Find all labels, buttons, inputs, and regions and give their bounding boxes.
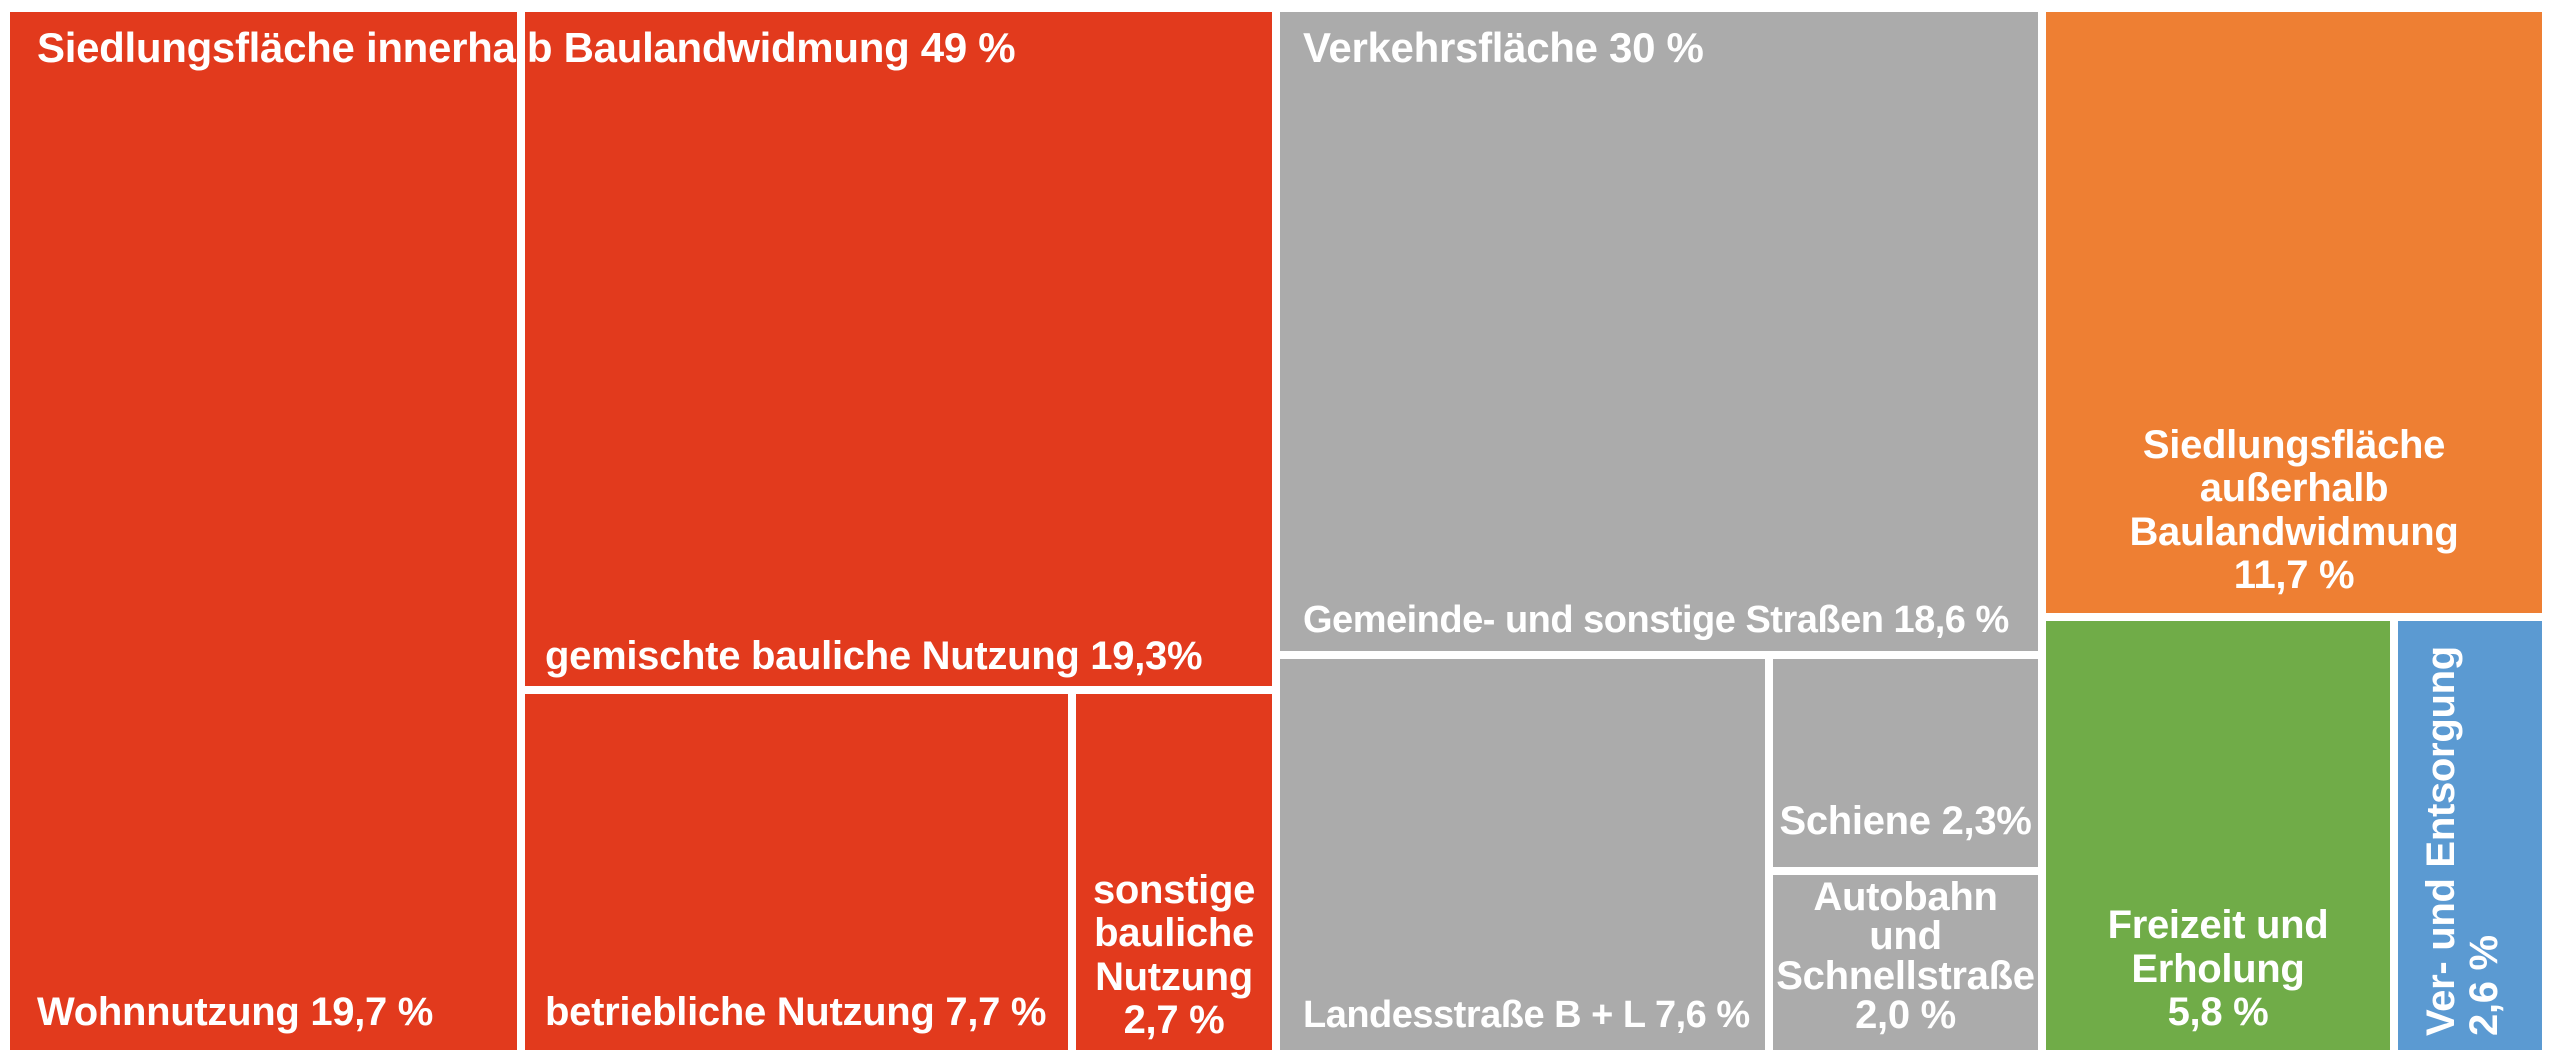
tile-freizeit-und-erholung: Freizeit und Erholung 5,8 % bbox=[2046, 621, 2390, 1050]
tile-label-schiene: Schiene 2,3% bbox=[1779, 798, 2032, 843]
tile-autobahn-und-schnellstrasse: Autobahn und Schnellstraße 2,0 % bbox=[1773, 875, 2038, 1050]
tile-ver-und-entsorgung: Ver- und Entsorgung 2,6 % bbox=[2398, 621, 2542, 1050]
tile-schiene: Schiene 2,3% bbox=[1773, 659, 2038, 867]
tile-value: 5,8 % bbox=[2167, 989, 2269, 1034]
tile-label-siedlungsflaeche-ausserhalb: Siedlungsfläche außerhalb Baulandwidmung… bbox=[2054, 424, 2534, 597]
tile-value: 2,0 % bbox=[1855, 993, 1956, 1038]
tile-name: Siedlungsfläche außerhalb Baulandwidmung bbox=[2129, 423, 2459, 554]
tile-name: sonstige bauliche Nutzung bbox=[1092, 868, 1256, 999]
tile-betriebliche-nutzung: betriebliche Nutzung 7,7 % bbox=[525, 694, 1068, 1050]
tile-landesstrasse-b-l: Landesstraße B + L 7,6 % bbox=[1280, 659, 1765, 1050]
tile-value: 2,7 % bbox=[1123, 997, 1225, 1042]
tile-value: 11,7 % bbox=[2233, 552, 2355, 597]
tile-name: Ver- und Entsorgung bbox=[2419, 646, 2463, 1036]
tile-name: Freizeit und Erholung bbox=[2107, 903, 2329, 991]
tile-label-sonstige-bauliche-nutzung: sonstige bauliche Nutzung 2,7 % bbox=[1078, 869, 1270, 1042]
tile-value: 2,6 % bbox=[2462, 935, 2507, 1036]
tile-siedlungsflaeche-ausserhalb-baulandwidmung: Siedlungsfläche außerhalb Baulandwidmung… bbox=[2046, 12, 2542, 613]
tile-label-gemischte-bauliche-nutzung: gemischte bauliche Nutzung 19,3% bbox=[545, 633, 1203, 678]
tile-label-gemeinde-und-sonstige-strassen: Gemeinde- und sonstige Straßen 18,6 % bbox=[1303, 598, 2009, 641]
tile-gemeinde-und-sonstige-strassen: Gemeinde- und sonstige Straßen 18,6 % bbox=[1280, 12, 2038, 651]
tile-label-betriebliche-nutzung: betriebliche Nutzung 7,7 % bbox=[545, 989, 1047, 1034]
tile-gemischte-bauliche-nutzung: gemischte bauliche Nutzung 19,3% bbox=[525, 12, 1272, 686]
tile-label-ver-und-entsorgung-rotated: Ver- und Entsorgung 2,6 % bbox=[2398, 621, 2542, 1050]
tile-label-landesstrasse-b-l: Landesstraße B + L 7,6 % bbox=[1303, 993, 1750, 1036]
tile-wohnnutzung: Wohnnutzung 19,7 % bbox=[10, 12, 517, 1050]
tile-label-freizeit-und-erholung: Freizeit und Erholung 5,8 % bbox=[2050, 904, 2386, 1034]
tile-name: Autobahn und Schnellstraße bbox=[1776, 874, 2035, 998]
tile-sonstige-bauliche-nutzung: sonstige bauliche Nutzung 2,7 % bbox=[1076, 694, 1272, 1050]
tile-label-wohnnutzung: Wohnnutzung 19,7 % bbox=[37, 989, 434, 1034]
tile-label-autobahn-und-schnellstrasse: Autobahn und Schnellstraße 2,0 % bbox=[1773, 874, 2038, 1038]
